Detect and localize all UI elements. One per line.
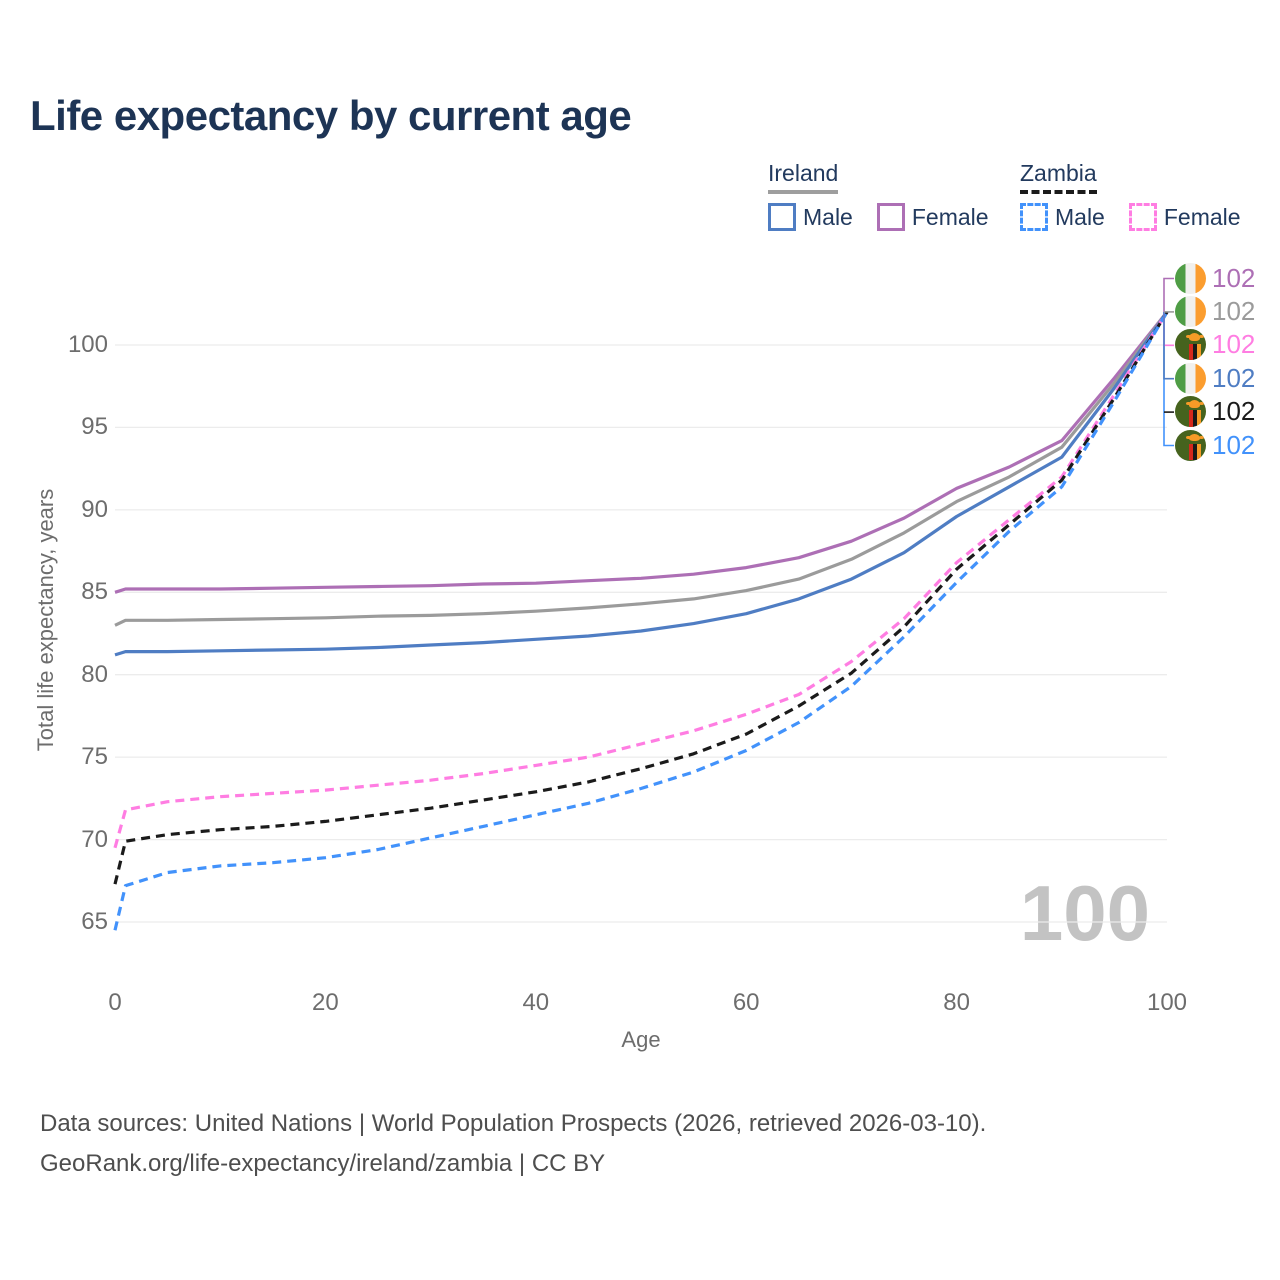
x-tick-label-60: 60: [732, 989, 760, 1016]
zambia-flag-icon: [1175, 329, 1206, 361]
end-label-value: 102: [1212, 329, 1256, 360]
series-line-zambia-male[interactable]: [113, 311, 1169, 931]
legend-item-label: Male: [1055, 203, 1105, 230]
x-axis-title: Age: [621, 1027, 661, 1052]
end-label-row-ireland-both-sexes: 102: [1175, 295, 1256, 327]
series-line-ireland-male[interactable]: [114, 311, 1169, 657]
end-label-row-zambia-female: 102: [1175, 329, 1256, 361]
legend-item-ireland-male[interactable]: Male: [768, 203, 853, 231]
legend-item-label: Female: [911, 203, 989, 230]
end-label-row-zambia-both-sexes: 102: [1175, 396, 1256, 428]
series-line-zambia-both[interactable]: [113, 311, 1169, 885]
legend-group-zambia: Zambia Male Female: [1020, 160, 1241, 231]
end-label-row-ireland-female: 102: [1175, 262, 1256, 294]
zambia-flag-eagle: [1186, 433, 1204, 441]
zambia-flag-icon: [1175, 396, 1206, 428]
legend-item-zambia-male[interactable]: Male: [1020, 203, 1105, 231]
ireland-flag-icon: [1175, 262, 1206, 294]
x-tick-label-40: 40: [522, 989, 550, 1016]
attribution-text: GeoRank.org/life-expectancy/ireland/zamb…: [40, 1150, 606, 1177]
ireland-male-swatch-icon: [768, 203, 796, 231]
end-label-value: 102: [1212, 396, 1256, 427]
x-tick-label-20: 20: [312, 989, 339, 1016]
zambia-female-swatch-icon: [1128, 203, 1157, 231]
legend-header-ireland[interactable]: Ireland: [768, 160, 839, 194]
y-tick-label-65: 65: [81, 907, 108, 935]
legend-group-ireland: Ireland Male Female: [768, 160, 989, 231]
end-label-row-ireland-male: 102: [1175, 362, 1256, 394]
x-tick-label-80: 80: [943, 989, 970, 1016]
leader-ireland-female: [1163, 277, 1174, 312]
series-line-zambia-female[interactable]: [113, 311, 1169, 849]
leader-ireland-male: [1163, 312, 1174, 380]
end-label-value: 102: [1212, 262, 1256, 293]
series-line-ireland-female[interactable]: [114, 311, 1169, 594]
data-sources-text: Data sources: United Nations | World Pop…: [40, 1110, 987, 1137]
legend-item-label: Male: [803, 203, 853, 230]
zambia-flag-eagle: [1186, 333, 1204, 341]
zambia-flag-stripes: [1188, 343, 1202, 361]
y-tick-label-85: 85: [81, 578, 108, 606]
legend-item-ireland-female[interactable]: Female: [876, 203, 989, 231]
end-label-value: 102: [1212, 429, 1256, 460]
end-label-value: 102: [1212, 362, 1256, 393]
zambia-flag-stripes: [1188, 443, 1202, 461]
end-label-row-zambia-male: 102: [1175, 429, 1256, 461]
series-line-ireland-both[interactable]: [114, 311, 1169, 627]
y-tick-label-70: 70: [81, 825, 108, 853]
zambia-flag-icon: [1175, 429, 1206, 461]
legend-item-zambia-female[interactable]: Female: [1128, 203, 1241, 231]
y-tick-label-80: 80: [81, 660, 108, 688]
x-tick-label-100: 100: [1146, 989, 1188, 1016]
ireland-flag-icon: [1175, 362, 1206, 394]
legend-header-zambia[interactable]: Zambia: [1020, 160, 1097, 194]
y-tick-label-90: 90: [81, 495, 108, 523]
y-tick-label-100: 100: [67, 331, 108, 358]
ireland-flag-icon: [1175, 295, 1206, 327]
x-tick-label-0: 0: [108, 989, 122, 1016]
y-tick-label-95: 95: [81, 413, 108, 441]
zambia-flag-eagle: [1186, 400, 1204, 408]
end-label-value: 102: [1212, 295, 1256, 326]
legend-item-label: Female: [1163, 203, 1241, 230]
zambia-flag-stripes: [1188, 410, 1202, 428]
y-tick-label-75: 75: [81, 743, 108, 771]
page-title: Life expectancy by current age: [30, 92, 632, 139]
age-counter-watermark: 100: [1019, 869, 1150, 957]
ireland-female-swatch-icon: [876, 203, 905, 231]
zambia-male-swatch-icon: [1020, 203, 1048, 231]
